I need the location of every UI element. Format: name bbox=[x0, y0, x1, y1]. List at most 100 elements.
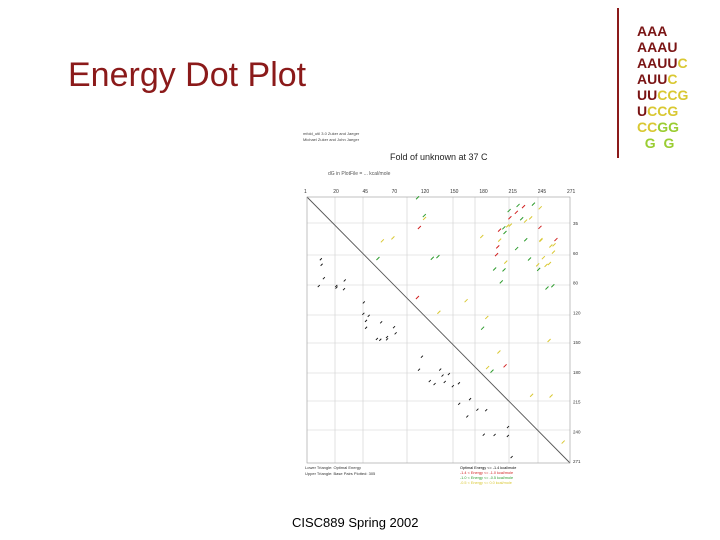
dot-mark bbox=[519, 216, 524, 221]
sequence-letter: G bbox=[663, 135, 675, 151]
dot-mark bbox=[505, 224, 510, 228]
divider-line bbox=[617, 8, 619, 158]
top-tick-label: 120 bbox=[421, 189, 430, 195]
dot-mark bbox=[514, 246, 519, 251]
legend-right: Optimal Energy <= -1.4 kcal/mole-1.4 < E… bbox=[460, 466, 516, 485]
sequence-letter: C bbox=[667, 87, 678, 103]
right-tick-label: 240 bbox=[573, 429, 581, 434]
plot-header-2: Michael Zuker and John Jaeger bbox=[303, 137, 360, 142]
sequence-letter: A bbox=[647, 23, 658, 39]
top-tick-label: 150 bbox=[450, 189, 459, 195]
dot-mark bbox=[541, 255, 546, 260]
dot-mark bbox=[451, 384, 455, 388]
dot-mark bbox=[457, 402, 461, 406]
dot-mark bbox=[508, 215, 512, 220]
right-tick-labels: 35 60 80 120 150 180 215 240 271 bbox=[573, 221, 581, 464]
dot-mark bbox=[514, 210, 519, 215]
dot-mark bbox=[417, 368, 421, 371]
sequence-row: AUUC bbox=[637, 71, 688, 87]
dot-mark bbox=[430, 256, 435, 261]
dot-mark bbox=[499, 280, 504, 284]
sequence-letter: U bbox=[667, 39, 678, 55]
dot-mark bbox=[375, 337, 379, 341]
dot-mark bbox=[503, 260, 508, 264]
sequence-letter: A bbox=[647, 39, 658, 55]
sequence-letter: U bbox=[657, 71, 668, 87]
dot-mark bbox=[457, 381, 461, 385]
legend-right-entry: Optimal Energy <= -1.4 kcal/mole bbox=[460, 466, 516, 470]
dot-mark bbox=[521, 204, 526, 209]
dot-mark bbox=[317, 284, 321, 288]
sequence-letter: G bbox=[668, 119, 680, 135]
sequence-letter: G bbox=[677, 87, 689, 103]
sequence-letter: G bbox=[657, 119, 669, 135]
right-tick-label: 120 bbox=[573, 310, 581, 315]
sequence-letter: A bbox=[637, 71, 648, 87]
dot-mark bbox=[549, 394, 553, 398]
sequence-letter: A bbox=[657, 39, 668, 55]
top-tick-label: 271 bbox=[567, 189, 576, 195]
dot-mark bbox=[385, 337, 389, 341]
dot-mark bbox=[510, 455, 513, 459]
right-tick-label: 150 bbox=[573, 340, 581, 345]
dot-mark bbox=[497, 350, 501, 354]
dot-mark bbox=[443, 380, 447, 384]
dot-mark bbox=[428, 379, 432, 383]
top-tick-label: 180 bbox=[479, 189, 488, 195]
dot-mark bbox=[479, 234, 484, 239]
top-tick-label: 70 bbox=[392, 189, 398, 195]
right-tick-label: 35 bbox=[573, 221, 579, 226]
dot-mark bbox=[484, 315, 489, 320]
dot-mark bbox=[392, 325, 396, 329]
sequence-row: AAUUC bbox=[637, 55, 688, 71]
dot-mark bbox=[334, 284, 338, 288]
dot-mark bbox=[319, 257, 323, 261]
dot-mark bbox=[507, 208, 511, 213]
sequence-row: UUCCG bbox=[637, 87, 688, 103]
dot-mark bbox=[480, 326, 485, 331]
dot-mark bbox=[464, 298, 468, 303]
dot-mark bbox=[417, 225, 422, 230]
plot-header-1: mfold_util 3.0 Zuker and Jaeger bbox=[303, 131, 360, 136]
dot-mark bbox=[380, 238, 385, 243]
sequence-letter: A bbox=[637, 23, 648, 39]
dot-mark bbox=[437, 310, 441, 315]
top-tick-label: 1 bbox=[304, 189, 307, 195]
sequence-letter: C bbox=[637, 119, 648, 135]
dot-mark bbox=[415, 295, 420, 300]
legend-right-entry: -1.0 < Energy <= -0.5 kcal/mole bbox=[460, 476, 513, 480]
dot-mark bbox=[436, 254, 440, 259]
top-tick-label: 215 bbox=[509, 189, 518, 195]
sequence-letter bbox=[637, 135, 645, 151]
dot-mark bbox=[529, 393, 534, 398]
dot-mark bbox=[362, 301, 366, 304]
energy-dot-plot: mfold_util 3.0 Zuker and Jaeger Michael … bbox=[295, 125, 585, 505]
sequence-letter: A bbox=[657, 23, 668, 39]
dot-mark bbox=[493, 433, 496, 437]
dot-mark bbox=[343, 279, 347, 282]
dot-mark bbox=[501, 225, 506, 230]
dot-mark bbox=[465, 415, 469, 418]
sequence-letter: A bbox=[637, 39, 648, 55]
sequence-letter: C bbox=[657, 87, 668, 103]
dot-mark bbox=[544, 263, 548, 268]
dot-mark bbox=[528, 216, 533, 220]
dot-mark bbox=[495, 244, 500, 249]
dot-mark bbox=[508, 223, 513, 227]
top-tick-label: 245 bbox=[538, 189, 547, 195]
dot-mark bbox=[523, 237, 528, 242]
dot-mark bbox=[476, 408, 479, 412]
slide-footer: CISC889 Spring 2002 bbox=[292, 515, 419, 530]
dot-mark bbox=[547, 261, 552, 266]
sequence-row: AAAU bbox=[637, 39, 688, 55]
dot-mark bbox=[545, 286, 549, 290]
dot-mark bbox=[492, 267, 497, 271]
sequence-letter: U bbox=[637, 87, 648, 103]
dot-mark bbox=[485, 365, 490, 370]
sequence-letter: U bbox=[667, 55, 678, 71]
dot-mark bbox=[523, 219, 528, 223]
sequence-row: UCCG bbox=[637, 103, 688, 119]
slide-title: Energy Dot Plot bbox=[68, 56, 307, 94]
dot-mark bbox=[441, 374, 444, 377]
dot-mark bbox=[468, 397, 472, 401]
